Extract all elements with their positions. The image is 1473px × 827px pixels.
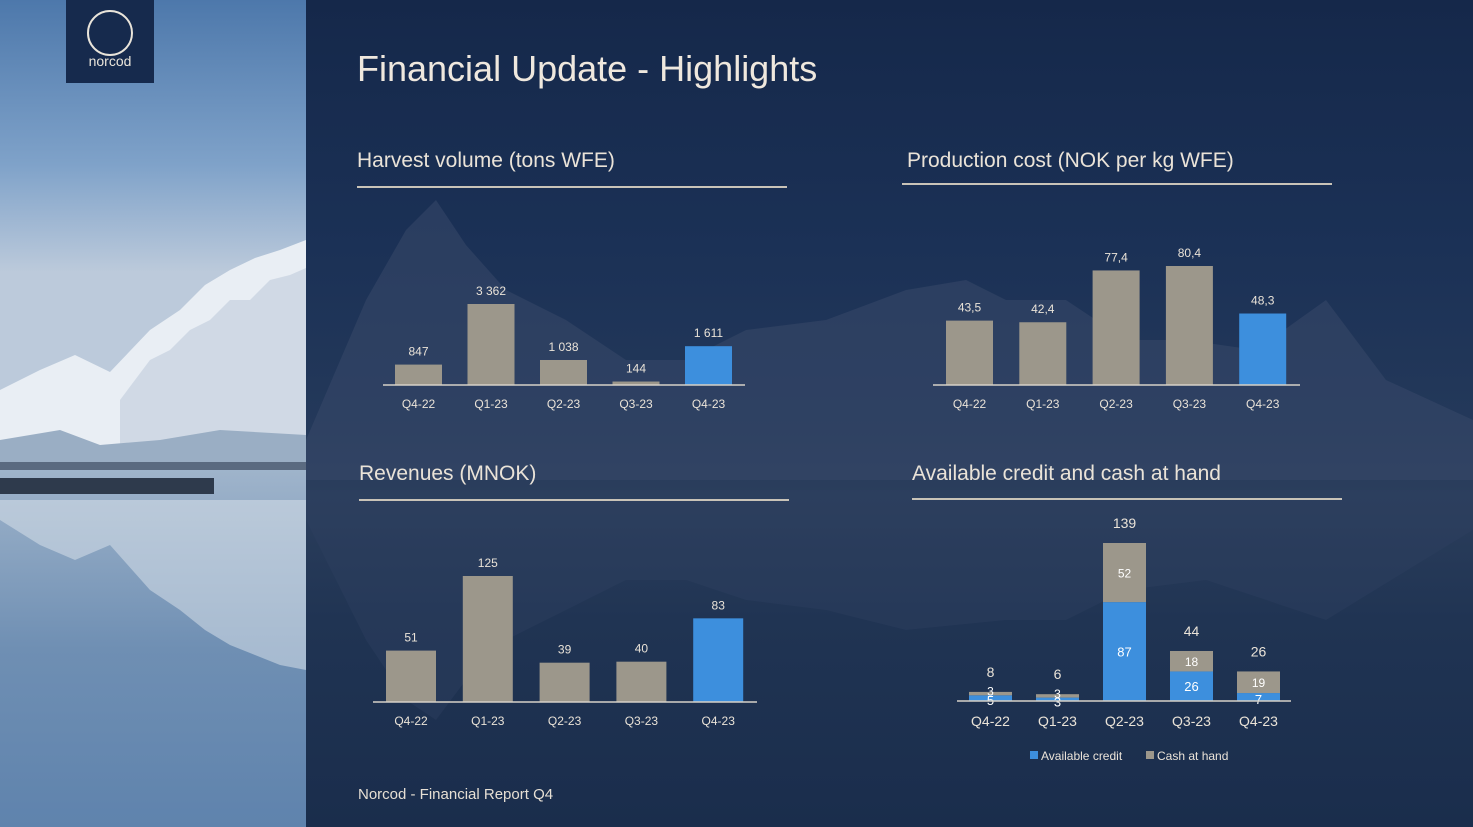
- credit-bar-cash-Q3-23: [1170, 650, 1213, 672]
- revenues-value-label: 125: [478, 556, 498, 570]
- harvest-tick-label: Q4-23: [692, 397, 726, 411]
- credit-cash-label: 3: [1054, 687, 1061, 701]
- production-bar-Q4-23: [1239, 313, 1287, 385]
- harvest-bar-Q1-23: [467, 304, 515, 385]
- credit-bar-available-Q4-22: [969, 695, 1012, 701]
- credit-chart-title: Available credit and cash at hand: [912, 462, 1221, 485]
- harvest-value-label: 1 038: [548, 340, 578, 354]
- credit-tick-label: Q4-23: [1239, 713, 1278, 729]
- logo-wordmark: norcod: [88, 53, 132, 69]
- credit-tick-label: Q1-23: [1038, 713, 1077, 729]
- legend-cash-swatch: [1146, 751, 1154, 759]
- production-tick-label: Q3-23: [1173, 397, 1207, 411]
- revenues-value-label: 39: [558, 643, 572, 657]
- credit-available-label: 7: [1255, 692, 1262, 707]
- production-value-label: 43,5: [958, 301, 982, 315]
- credit-bar-cash-Q4-23: [1237, 671, 1280, 694]
- production-tick-label: Q2-23: [1099, 397, 1133, 411]
- production-bar-Q4-22: [946, 320, 993, 385]
- credit-tick-label: Q3-23: [1172, 713, 1211, 729]
- revenues-bar-Q3-23: [616, 661, 667, 702]
- revenues-bar-Q4-23: [693, 618, 744, 702]
- credit-total-label: 44: [1184, 623, 1200, 639]
- production-value-label: 42,4: [1031, 302, 1055, 316]
- credit-available-label: 26: [1184, 679, 1198, 694]
- production-value-label: 77,4: [1104, 250, 1128, 264]
- revenues-bar-Q4-22: [386, 650, 436, 702]
- credit-bar-available-Q1-23: [1036, 697, 1079, 701]
- harvest-tick-label: Q1-23: [474, 397, 508, 411]
- harvest-value-label: 1 611: [694, 326, 723, 340]
- legend-cash-label: Cash at hand: [1157, 749, 1228, 763]
- credit-available-label: 87: [1117, 645, 1131, 660]
- harvest-bar-Q4-23: [685, 346, 732, 385]
- revenues-tick-label: Q3-23: [625, 714, 659, 728]
- page-title: Financial Update - Highlights: [357, 48, 818, 89]
- harvest-tick-label: Q2-23: [547, 397, 581, 411]
- revenues-bar-Q1-23: [462, 576, 513, 702]
- credit-cash-label: 18: [1185, 655, 1199, 669]
- credit-bar-available-Q4-23: [1237, 693, 1280, 701]
- harvest-value-label: 847: [408, 345, 428, 359]
- revenues-value-label: 83: [712, 598, 726, 612]
- revenues-title-rule: [359, 499, 789, 501]
- credit-tick-label: Q2-23: [1105, 713, 1144, 729]
- production-value-label: 80,4: [1178, 246, 1202, 260]
- footer-text: Norcod - Financial Report Q4: [358, 786, 554, 803]
- norcod-logo: norcod: [66, 0, 154, 83]
- credit-cash-label: 19: [1252, 676, 1266, 690]
- credit-title-rule: [912, 498, 1342, 500]
- revenues-tick-label: Q4-22: [394, 714, 428, 728]
- production-bar-Q3-23: [1165, 266, 1213, 385]
- harvest-bar-Q4-22: [395, 364, 442, 385]
- harvest-value-label: 3 362: [476, 284, 506, 298]
- logo-ring-icon: [87, 10, 133, 56]
- revenues-bar-Q2-23: [539, 662, 590, 702]
- credit-bar-available-Q2-23: [1103, 602, 1146, 701]
- harvest-bar-Q3-23: [612, 381, 660, 385]
- production-tick-label: Q4-22: [953, 397, 987, 411]
- credit-total-label: 6: [1054, 666, 1062, 682]
- credit-bar-cash-Q2-23: [1103, 543, 1146, 603]
- legend-available-label: Available credit: [1041, 749, 1123, 763]
- revenues-value-label: 40: [635, 642, 649, 656]
- production-bar-Q2-23: [1092, 270, 1140, 385]
- production-bar-Q1-23: [1019, 322, 1067, 385]
- credit-cash-label: 52: [1118, 567, 1132, 581]
- harvest-value-label: 144: [626, 362, 646, 376]
- production-title-rule: [902, 183, 1332, 185]
- harvest-tick-label: Q3-23: [619, 397, 653, 411]
- credit-total-label: 139: [1113, 515, 1137, 531]
- credit-bar-cash-Q4-22: [969, 691, 1012, 696]
- harvest-chart-title: Harvest volume (tons WFE): [357, 149, 615, 172]
- credit-bar-available-Q3-23: [1170, 671, 1213, 701]
- credit-bar-cash-Q1-23: [1036, 694, 1079, 698]
- revenues-value-label: 51: [404, 631, 418, 645]
- background-landscape: [306, 200, 1473, 720]
- production-value-label: 48,3: [1251, 294, 1275, 308]
- credit-total-label: 26: [1251, 643, 1267, 659]
- production-chart-title: Production cost (NOK per kg WFE): [907, 149, 1234, 172]
- credit-total-label: 8: [987, 664, 995, 680]
- harvest-tick-label: Q4-22: [402, 397, 436, 411]
- revenues-chart-title: Revenues (MNOK): [359, 462, 537, 485]
- revenues-tick-label: Q2-23: [548, 714, 582, 728]
- credit-cash-label: 3: [987, 685, 994, 699]
- harvest-title-rule: [357, 186, 787, 188]
- revenues-tick-label: Q4-23: [702, 714, 736, 728]
- credit-available-label: 3: [1054, 694, 1061, 709]
- harvest-bar-Q2-23: [540, 359, 587, 385]
- revenues-tick-label: Q1-23: [471, 714, 505, 728]
- legend-available-swatch: [1030, 751, 1038, 759]
- production-tick-label: Q1-23: [1026, 397, 1060, 411]
- landscape-photo: norcod: [0, 0, 306, 827]
- credit-tick-label: Q4-22: [971, 713, 1010, 729]
- production-tick-label: Q4-23: [1246, 397, 1280, 411]
